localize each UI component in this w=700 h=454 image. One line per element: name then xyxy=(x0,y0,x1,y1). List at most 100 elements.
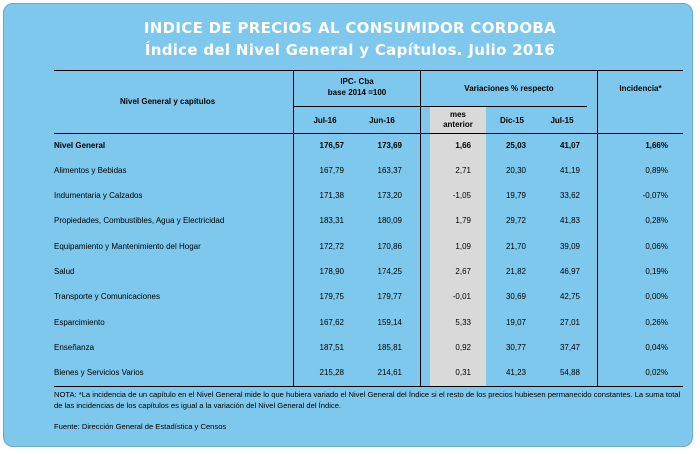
cell-jul15: 33,62 xyxy=(559,191,580,200)
header-ipc-line2: base 2014 =100 xyxy=(327,88,387,97)
cell-jun16: 163,37 xyxy=(377,166,402,175)
cell-jun16: 179,77 xyxy=(377,292,402,301)
table-frame xyxy=(3,3,693,447)
table-top-rule xyxy=(54,70,683,71)
header-jun16: Jun-16 xyxy=(369,116,395,125)
cell-jul15: 37,47 xyxy=(559,343,580,352)
cell-dic15: 19,79 xyxy=(505,191,526,200)
cell-dic15: 29,72 xyxy=(505,216,526,225)
cell-mes-anterior: 2,67 xyxy=(455,267,471,276)
cell-jul16: 178,90 xyxy=(319,267,344,276)
cell-jun16: 173,20 xyxy=(377,191,402,200)
cell-incidencia: 0,26% xyxy=(645,318,668,327)
row-label: Nivel General xyxy=(54,141,106,150)
cell-jul16: 172,72 xyxy=(319,242,344,251)
cell-incidencia: 0,02% xyxy=(645,368,668,377)
cell-mes-anterior: 2,71 xyxy=(455,166,471,175)
row-label: Bienes y Servicios Varios xyxy=(54,368,144,377)
page-subtitle: Índice del Nivel General y Capítulos. Ju… xyxy=(144,41,556,59)
cell-jul15: 39,09 xyxy=(559,242,580,251)
cell-jun16: 170,86 xyxy=(377,242,402,251)
table-row: Enseñanza 187,51 185,81 0,92 30,77 37,47… xyxy=(0,342,700,354)
header-jul15: Jul-15 xyxy=(550,116,574,125)
column-divider-variaciones xyxy=(420,70,421,386)
cell-jul15: 41,83 xyxy=(559,216,580,225)
source-line: Fuente: Dirección General de Estadística… xyxy=(54,422,227,431)
cell-mes-anterior: 1,79 xyxy=(455,216,471,225)
cell-incidencia: 0,06% xyxy=(645,242,668,251)
cell-jun16: 173,69 xyxy=(377,141,402,150)
header-jul16: Jul-16 xyxy=(313,116,337,125)
header-dic15: Dic-15 xyxy=(499,116,524,125)
cell-jul15: 42,75 xyxy=(559,292,580,301)
cell-incidencia: 0,00% xyxy=(645,292,668,301)
cell-jul16: 171,38 xyxy=(319,191,344,200)
cell-jul15: 27,01 xyxy=(559,318,580,327)
table-row: Equipamiento y Mantenimiento del Hogar 1… xyxy=(0,241,700,253)
cell-jul15: 46,97 xyxy=(559,267,580,276)
header-mes-line1: mes xyxy=(449,110,466,119)
row-label: Propiedades, Combustibles, Agua y Electr… xyxy=(54,216,225,225)
cell-dic15: 30,77 xyxy=(505,343,526,352)
cell-jun16: 174,25 xyxy=(377,267,402,276)
table-row: Nivel General 176,57 173,69 1,66 25,03 4… xyxy=(0,140,700,152)
cell-dic15: 20,30 xyxy=(505,166,526,175)
cell-jun16: 180,09 xyxy=(377,216,402,225)
table-row: Salud 178,90 174,25 2,67 21,82 46,97 0,1… xyxy=(0,266,700,278)
header-ipc-line1: IPC- Cba xyxy=(340,77,374,86)
cell-jul15: 41,19 xyxy=(559,166,580,175)
cell-mes-anterior: -0,01 xyxy=(452,292,471,301)
cell-incidencia: 0,89% xyxy=(645,166,668,175)
cell-mes-anterior: 0,31 xyxy=(455,368,471,377)
cell-jul15: 54,88 xyxy=(559,368,580,377)
page-title: INDICE DE PRECIOS AL CONSUMIDOR CORDOBA xyxy=(143,19,557,37)
cell-dic15: 21,82 xyxy=(505,267,526,276)
table-row: Esparcimiento 167,62 159,14 5,33 19,07 2… xyxy=(0,317,700,329)
cell-jul16: 215,28 xyxy=(319,368,344,377)
cell-mes-anterior: 0,92 xyxy=(455,343,471,352)
table-bottom-rule xyxy=(54,386,683,387)
row-label: Indumentaria y Calzados xyxy=(54,191,143,200)
cell-jul15: 41,07 xyxy=(559,141,580,150)
cell-incidencia: 0,19% xyxy=(645,267,668,276)
cell-incidencia: 0,04% xyxy=(645,343,668,352)
column-divider-ipc xyxy=(293,70,294,386)
cell-dic15: 19,07 xyxy=(505,318,526,327)
row-label: Transporte y Comunicaciones xyxy=(54,292,160,301)
header-bottom-rule xyxy=(54,133,683,134)
cell-dic15: 25,03 xyxy=(505,141,526,150)
table-row: Bienes y Servicios Varios 215,28 214,61 … xyxy=(0,367,700,379)
cell-jun16: 159,14 xyxy=(377,318,402,327)
cell-jul16: 183,31 xyxy=(319,216,344,225)
cell-dic15: 41,23 xyxy=(505,368,526,377)
row-label: Alimentos y Bebidas xyxy=(54,166,127,175)
table-row: Alimentos y Bebidas 167,79 163,37 2,71 2… xyxy=(0,165,700,177)
header-mes-line2: anterior xyxy=(443,120,473,129)
cell-incidencia: 1,66% xyxy=(645,141,668,150)
cell-jul16: 187,51 xyxy=(319,343,344,352)
cell-mes-anterior: 1,09 xyxy=(455,242,471,251)
cell-incidencia: -0,07% xyxy=(642,191,668,200)
header-variaciones: Variaciones % respecto xyxy=(464,84,554,93)
header-nivel-general: Nivel General y capítulos xyxy=(120,97,216,106)
cell-mes-anterior: 1,66 xyxy=(455,141,471,150)
column-divider-incidencia xyxy=(597,70,598,386)
row-label: Equipamiento y Mantenimiento del Hogar xyxy=(54,242,201,251)
header-incidencia: Incidencia* xyxy=(619,84,662,93)
row-label: Enseñanza xyxy=(54,343,95,352)
cell-jul16: 179,75 xyxy=(319,292,344,301)
cell-jun16: 185,81 xyxy=(377,343,402,352)
mes-anterior-highlight xyxy=(430,107,486,386)
cell-jul16: 167,79 xyxy=(319,166,344,175)
row-label: Esparcimiento xyxy=(54,318,105,327)
cell-incidencia: 0,28% xyxy=(645,216,668,225)
cell-mes-anterior: -1,05 xyxy=(452,191,471,200)
table-row: Propiedades, Combustibles, Agua y Electr… xyxy=(0,215,700,227)
footnote: NOTA: *La incidencia de un capítulo en e… xyxy=(54,390,681,410)
row-label: Salud xyxy=(54,267,75,276)
table-row: Transporte y Comunicaciones 179,75 179,7… xyxy=(0,291,700,303)
cell-jul16: 167,62 xyxy=(319,318,344,327)
cell-dic15: 30,69 xyxy=(505,292,526,301)
cell-jun16: 214,61 xyxy=(377,368,402,377)
cell-jul16: 176,57 xyxy=(319,141,344,150)
